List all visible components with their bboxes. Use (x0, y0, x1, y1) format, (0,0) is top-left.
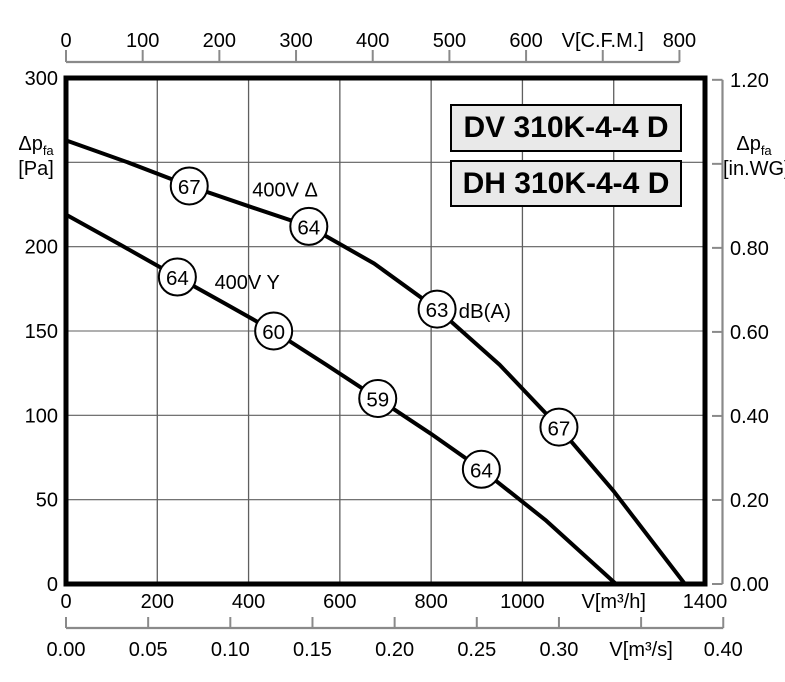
model-badge-dh: DH 310K-4-4 D (450, 160, 682, 207)
m3h-tick-label: 600 (323, 591, 356, 613)
pa-tick-label: 0 (47, 574, 58, 596)
fan-curve-400v-y (65, 212, 618, 586)
series-label-400v-delta: 400V Δ (252, 179, 318, 201)
m3s-tick-label: 0.00 (47, 639, 86, 661)
pa-unit-label: [Pa] (18, 158, 54, 180)
inwg-tick-label: 1.20 (730, 70, 769, 92)
inwg-unit-label: [in.WG] (723, 158, 785, 180)
noise-marker-value: 59 (366, 389, 389, 412)
noise-marker-value: 63 (426, 299, 449, 322)
cfm-tick-label: 600 (509, 30, 542, 52)
noise-marker-value: 64 (166, 267, 189, 290)
pa-tick-label: 300 (25, 68, 58, 90)
m3h-tick-label: V[m³/h] (581, 591, 645, 613)
noise-marker-circle (539, 407, 579, 447)
pa-tick-label: 100 (25, 405, 58, 427)
noise-marker-value: 67 (548, 417, 571, 440)
noise-marker-value: 64 (470, 459, 493, 482)
m3s-tick-label: 0.15 (293, 639, 332, 661)
delta-p-text: Δp (736, 133, 761, 155)
m3s-tick-label: 0.30 (539, 639, 578, 661)
m3s-tick-label: 0.05 (129, 639, 168, 661)
delta-p-subscript: fa (42, 143, 54, 158)
delta-p-symbol: Δpfa (10, 132, 62, 157)
delta-p-text: Δp (18, 133, 43, 155)
m3h-tick-label: 400 (232, 591, 265, 613)
cfm-tick-label: 0 (60, 30, 71, 52)
cfm-tick-label: 200 (203, 30, 236, 52)
inwg-tick-label: 0.80 (730, 238, 769, 260)
cfm-tick-label: 400 (356, 30, 389, 52)
m3h-tick-label: 800 (414, 591, 447, 613)
delta-p-subscript: fa (760, 143, 772, 158)
m3s-tick-label: 0.10 (211, 639, 250, 661)
cfm-tick-label: 300 (279, 30, 312, 52)
m3h-tick-label: 200 (141, 591, 174, 613)
y-axis-label-pa: Δpfa [Pa] (10, 132, 62, 182)
m3h-tick-label: 1400 (683, 591, 728, 613)
inwg-tick-label: 0.60 (730, 322, 769, 344)
pa-tick-label: 200 (25, 237, 58, 259)
m3h-tick-label: 1000 (500, 591, 545, 613)
y-axis-label-inwg: Δpfa [in.WG] (723, 132, 785, 182)
noise-marker-value: 64 (297, 217, 320, 240)
inwg-tick-label: 0.40 (730, 406, 769, 428)
cfm-tick-label: 800 (663, 30, 696, 52)
cfm-tick-label: 500 (433, 30, 466, 52)
series-label-400v-y: 400V Y (215, 272, 280, 294)
noise-marker-circle (169, 166, 209, 206)
noise-marker-circle (157, 257, 197, 297)
m3h-tick-label: 0 (60, 591, 71, 613)
pa-tick-label: 50 (36, 490, 58, 512)
noise-marker-circle (254, 311, 294, 351)
fan-curve-400v-delta (65, 138, 687, 586)
noise-marker-circle (461, 449, 501, 489)
noise-marker-circle (417, 289, 457, 329)
noise-marker-circle (358, 378, 398, 418)
cfm-tick-label: 100 (126, 30, 159, 52)
cfm-tick-label: V[C.F.M.] (562, 30, 644, 52)
inwg-tick-label: 0.20 (730, 490, 769, 512)
noise-marker-value: 60 (262, 321, 285, 344)
inwg-tick-label: 0.00 (730, 574, 769, 596)
m3s-tick-label: 0.40 (704, 639, 743, 661)
m3s-tick-label: 0.20 (375, 639, 414, 661)
delta-p-symbol: Δpfa (723, 132, 785, 157)
noise-unit-label: dB(A) (459, 300, 511, 323)
noise-marker-value: 67 (178, 176, 201, 199)
plot-border (63, 75, 708, 587)
model-badge-dv: DV 310K-4-4 D (450, 104, 682, 152)
m3s-tick-label: V[m³/s] (609, 639, 672, 661)
pa-tick-label: 150 (25, 321, 58, 343)
noise-marker-circle (289, 206, 329, 246)
m3s-tick-label: 0.25 (457, 639, 496, 661)
